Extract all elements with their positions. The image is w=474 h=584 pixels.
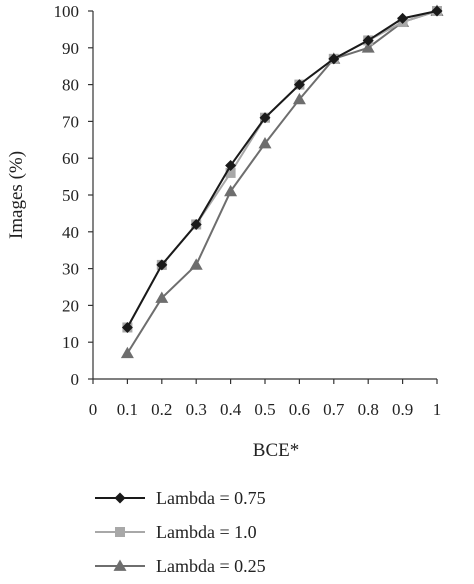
x-axis-title: BCE* bbox=[253, 440, 299, 461]
data-point bbox=[362, 34, 374, 46]
series-line bbox=[126, 10, 438, 354]
y-tick-label: 40 bbox=[62, 223, 79, 242]
data-point bbox=[225, 160, 237, 172]
data-point bbox=[121, 321, 133, 333]
data-point bbox=[156, 259, 168, 271]
data-point bbox=[397, 12, 409, 24]
x-tick-label: 1 bbox=[433, 400, 442, 419]
series-line bbox=[126, 10, 438, 328]
y-tick-label: 50 bbox=[62, 186, 79, 205]
y-tick-label: 70 bbox=[62, 112, 79, 131]
y-tick-label: 30 bbox=[62, 260, 79, 279]
legend-marker bbox=[113, 559, 127, 571]
y-tick-label: 0 bbox=[71, 370, 80, 389]
x-tick-label: 0.1 bbox=[117, 400, 138, 419]
y-tick-label: 100 bbox=[54, 2, 80, 21]
data-point bbox=[259, 112, 271, 124]
data-point bbox=[120, 346, 134, 359]
legend-item: Lambda = 1.0 bbox=[95, 522, 257, 542]
y-axis-title: Images (%) bbox=[6, 151, 27, 239]
y-tick-label: 10 bbox=[62, 333, 79, 352]
data-point bbox=[155, 291, 169, 303]
x-tick-label: 0.7 bbox=[323, 400, 345, 419]
y-tick-label: 80 bbox=[62, 76, 79, 95]
data-point bbox=[190, 218, 202, 230]
legend-label: Lambda = 0.75 bbox=[156, 488, 266, 508]
x-tick-label: 0.5 bbox=[254, 400, 275, 419]
x-tick-label: 0.8 bbox=[358, 400, 379, 419]
data-point bbox=[361, 41, 375, 53]
series-2 bbox=[120, 4, 444, 359]
y-tick-label: 90 bbox=[62, 39, 79, 58]
series-line bbox=[126, 10, 438, 328]
x-tick-label: 0.6 bbox=[289, 400, 310, 419]
data-point bbox=[328, 53, 340, 65]
plot-area: 0 10 20 30 40 50 60 70 80 90 100 0 0.1 0.2 0.3 0.4 0.5 0.… bbox=[54, 2, 444, 419]
data-point bbox=[225, 167, 236, 178]
x-tick-label: 0.4 bbox=[220, 400, 242, 419]
x-tick-label: 0.3 bbox=[186, 400, 207, 419]
data-point bbox=[292, 92, 306, 105]
x-tick-label: 0 bbox=[89, 400, 98, 419]
data-point bbox=[293, 79, 305, 91]
series-0 bbox=[121, 5, 443, 333]
legend-marker bbox=[114, 492, 126, 504]
data-point bbox=[189, 258, 203, 270]
data-point bbox=[224, 184, 238, 197]
series-1 bbox=[122, 6, 442, 333]
data-point bbox=[431, 5, 443, 17]
legend-label: Lambda = 0.25 bbox=[156, 556, 266, 576]
y-tick-label: 20 bbox=[62, 296, 79, 315]
x-tick-label: 0.2 bbox=[151, 400, 172, 419]
legend-marker bbox=[115, 527, 125, 537]
legend-item: Lambda = 0.75 bbox=[95, 488, 266, 508]
legend: Lambda = 0.75 Lambda = 1.0 Lambda = 0.25 bbox=[95, 488, 266, 576]
x-tick-label: 0.9 bbox=[392, 400, 413, 419]
legend-label: Lambda = 1.0 bbox=[156, 522, 257, 542]
data-point bbox=[258, 136, 272, 149]
legend-item: Lambda = 0.25 bbox=[95, 556, 266, 576]
y-tick-label: 60 bbox=[62, 149, 79, 168]
